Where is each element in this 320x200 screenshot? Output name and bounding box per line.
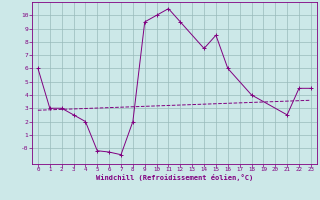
X-axis label: Windchill (Refroidissement éolien,°C): Windchill (Refroidissement éolien,°C) (96, 174, 253, 181)
